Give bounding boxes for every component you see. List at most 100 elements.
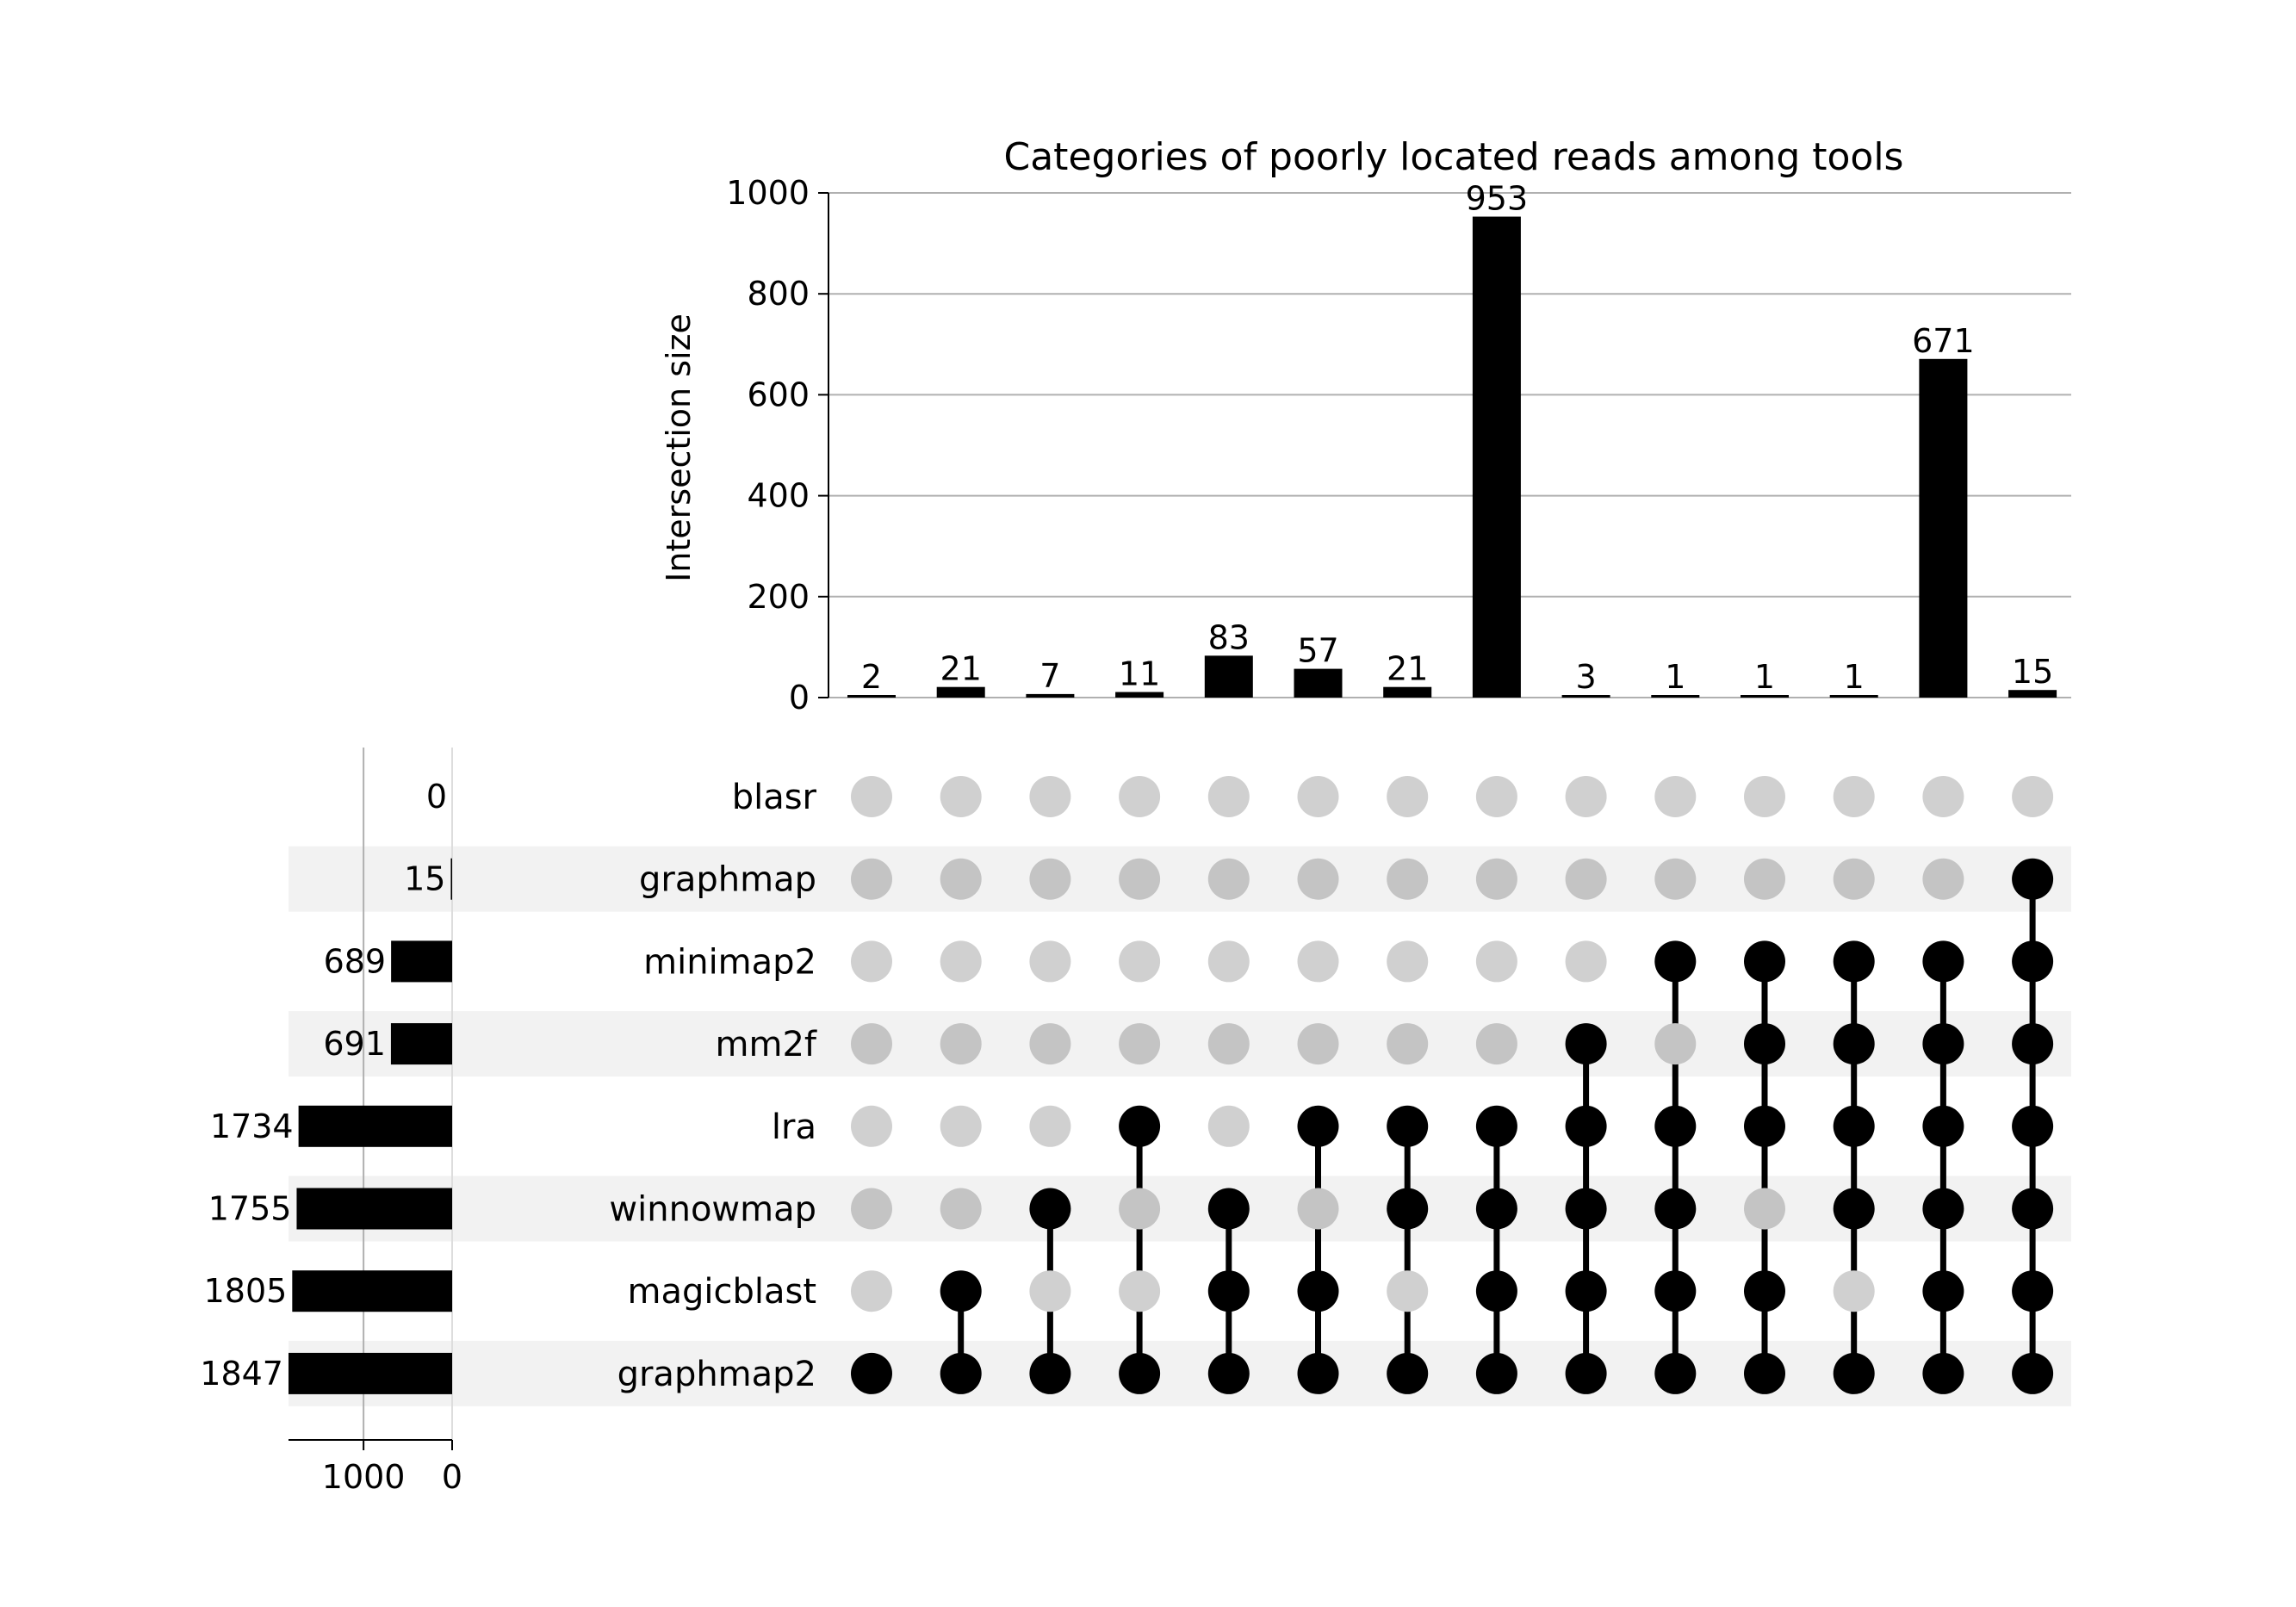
membership-dot-inactive (851, 858, 892, 900)
membership-dot-inactive (1744, 1188, 1785, 1230)
membership-dot-inactive (940, 1105, 982, 1147)
intersection-bar (1026, 693, 1075, 698)
membership-dot-active (1833, 940, 1875, 983)
membership-dot-active (1833, 1105, 1875, 1147)
membership-dot-inactive (1207, 776, 1250, 817)
matrix-row-stripes (289, 846, 2071, 1406)
membership-dot-active (1833, 1188, 1875, 1230)
intersection-bar (936, 686, 985, 698)
membership-dot-inactive (1833, 1270, 1875, 1312)
membership-dot-active (1744, 1023, 1785, 1065)
membership-dot-inactive (1029, 1270, 1071, 1312)
membership-dot-active (940, 1352, 982, 1394)
membership-dot-inactive (1475, 940, 1517, 983)
membership-dot-active (1475, 1270, 1517, 1312)
set-size-label: 691 (323, 1025, 386, 1063)
membership-dot-active (851, 1352, 892, 1394)
membership-dot-inactive (1565, 858, 1607, 900)
membership-dot-active (1297, 1270, 1339, 1312)
membership-dot-active (1565, 1105, 1607, 1147)
intersection-y-axis: 0 200 400 600 800 1000 (726, 174, 829, 717)
membership-dot-inactive (1297, 776, 1339, 817)
y-tick-label: 1000 (726, 174, 810, 212)
set-size-bar (390, 1023, 452, 1065)
membership-dot-active (1744, 1105, 1785, 1147)
set-size-bar (298, 1105, 452, 1147)
membership-dot-inactive (1744, 858, 1785, 900)
membership-dot-active (2012, 1270, 2054, 1312)
membership-dot-active (2012, 1105, 2054, 1147)
membership-dot-active (1387, 1188, 1429, 1230)
membership-dot-active (1922, 1105, 1964, 1147)
intersection-bar-label: 7 (1039, 657, 1060, 695)
intersection-bar-label: 1 (1754, 658, 1775, 696)
membership-dot-active (1833, 1023, 1875, 1065)
membership-dot-inactive (1297, 1023, 1339, 1065)
membership-dot-inactive (940, 776, 982, 817)
membership-dot-active (1565, 1023, 1607, 1065)
membership-dot-active (1922, 940, 1964, 983)
membership-dot-inactive (1207, 1105, 1250, 1147)
intersection-bar-label: 11 (1119, 655, 1160, 693)
intersection-bar-label: 57 (1297, 632, 1338, 670)
intersection-bar (1829, 695, 1878, 698)
intersection-bar-label: 1 (1844, 658, 1865, 696)
intersection-bar-label: 3 (1576, 658, 1597, 696)
set-names: blasr graphmap minimap2 mm2f lra winnowmap mag… (609, 778, 817, 1394)
membership-dot-inactive (1207, 1023, 1250, 1065)
set-size-label: 15 (404, 860, 445, 898)
membership-dot-active (1744, 1270, 1785, 1312)
y-axis-label: Intersection size (660, 313, 698, 582)
membership-dot-inactive (1475, 858, 1517, 900)
membership-dot-active (1922, 1023, 1964, 1065)
intersection-bars (847, 216, 2057, 698)
set-size-label: 0 (426, 778, 447, 816)
membership-dot-active (1565, 1270, 1607, 1312)
set-size-bar (296, 1188, 452, 1230)
membership-dot-inactive (1744, 776, 1785, 817)
membership-dot-inactive (940, 858, 982, 900)
membership-dot-inactive (1387, 858, 1429, 900)
set-name: winnowmap (609, 1190, 816, 1230)
membership-dot-active (1475, 1105, 1517, 1147)
membership-dot-inactive (1833, 776, 1875, 817)
membership-dot-inactive (1387, 776, 1429, 817)
membership-dot-active (1922, 1270, 1964, 1312)
membership-dot-inactive (851, 1105, 892, 1147)
row-stripe (289, 1011, 2071, 1077)
membership-dot-inactive (851, 1188, 892, 1230)
membership-dot-inactive (1565, 776, 1607, 817)
intersection-bar (1383, 686, 1432, 698)
membership-dot-active (1654, 1352, 1697, 1394)
set-size-bars: 0 15 689 691 1734 1755 1805 1847 1000 0 (200, 748, 462, 1496)
membership-dot-inactive (1029, 776, 1071, 817)
membership-dot-active (1029, 1188, 1071, 1230)
membership-matrix (851, 776, 2054, 1394)
set-name: minimap2 (643, 942, 816, 982)
set-size-bar (292, 1270, 452, 1312)
membership-dot-inactive (1297, 940, 1339, 983)
row-stripe (289, 846, 2071, 912)
set-size-label: 1805 (204, 1272, 288, 1310)
intersection-bar (1919, 358, 1968, 698)
intersection-bar-label: 21 (940, 650, 982, 688)
membership-dot-active (1207, 1270, 1250, 1312)
membership-dot-active (1387, 1105, 1429, 1147)
set-name: mm2f (716, 1025, 817, 1064)
membership-dot-active (1654, 940, 1697, 983)
intersection-bar (1294, 668, 1343, 698)
set-name: blasr (732, 778, 817, 817)
intersection-bar (1204, 655, 1253, 698)
membership-dot-active (1744, 940, 1785, 983)
membership-dot-active (1565, 1188, 1607, 1230)
intersection-bar-label: 15 (2012, 653, 2053, 691)
row-stripe (289, 1176, 2071, 1242)
set-size-tick-label: 1000 (322, 1458, 406, 1496)
membership-dot-inactive (1565, 940, 1607, 983)
membership-dot-active (1922, 1352, 1964, 1394)
intersection-bar-label: 671 (1912, 322, 1975, 360)
membership-dot-inactive (1654, 1023, 1697, 1065)
set-name: lra (772, 1108, 816, 1147)
membership-dot-active (1654, 1188, 1697, 1230)
